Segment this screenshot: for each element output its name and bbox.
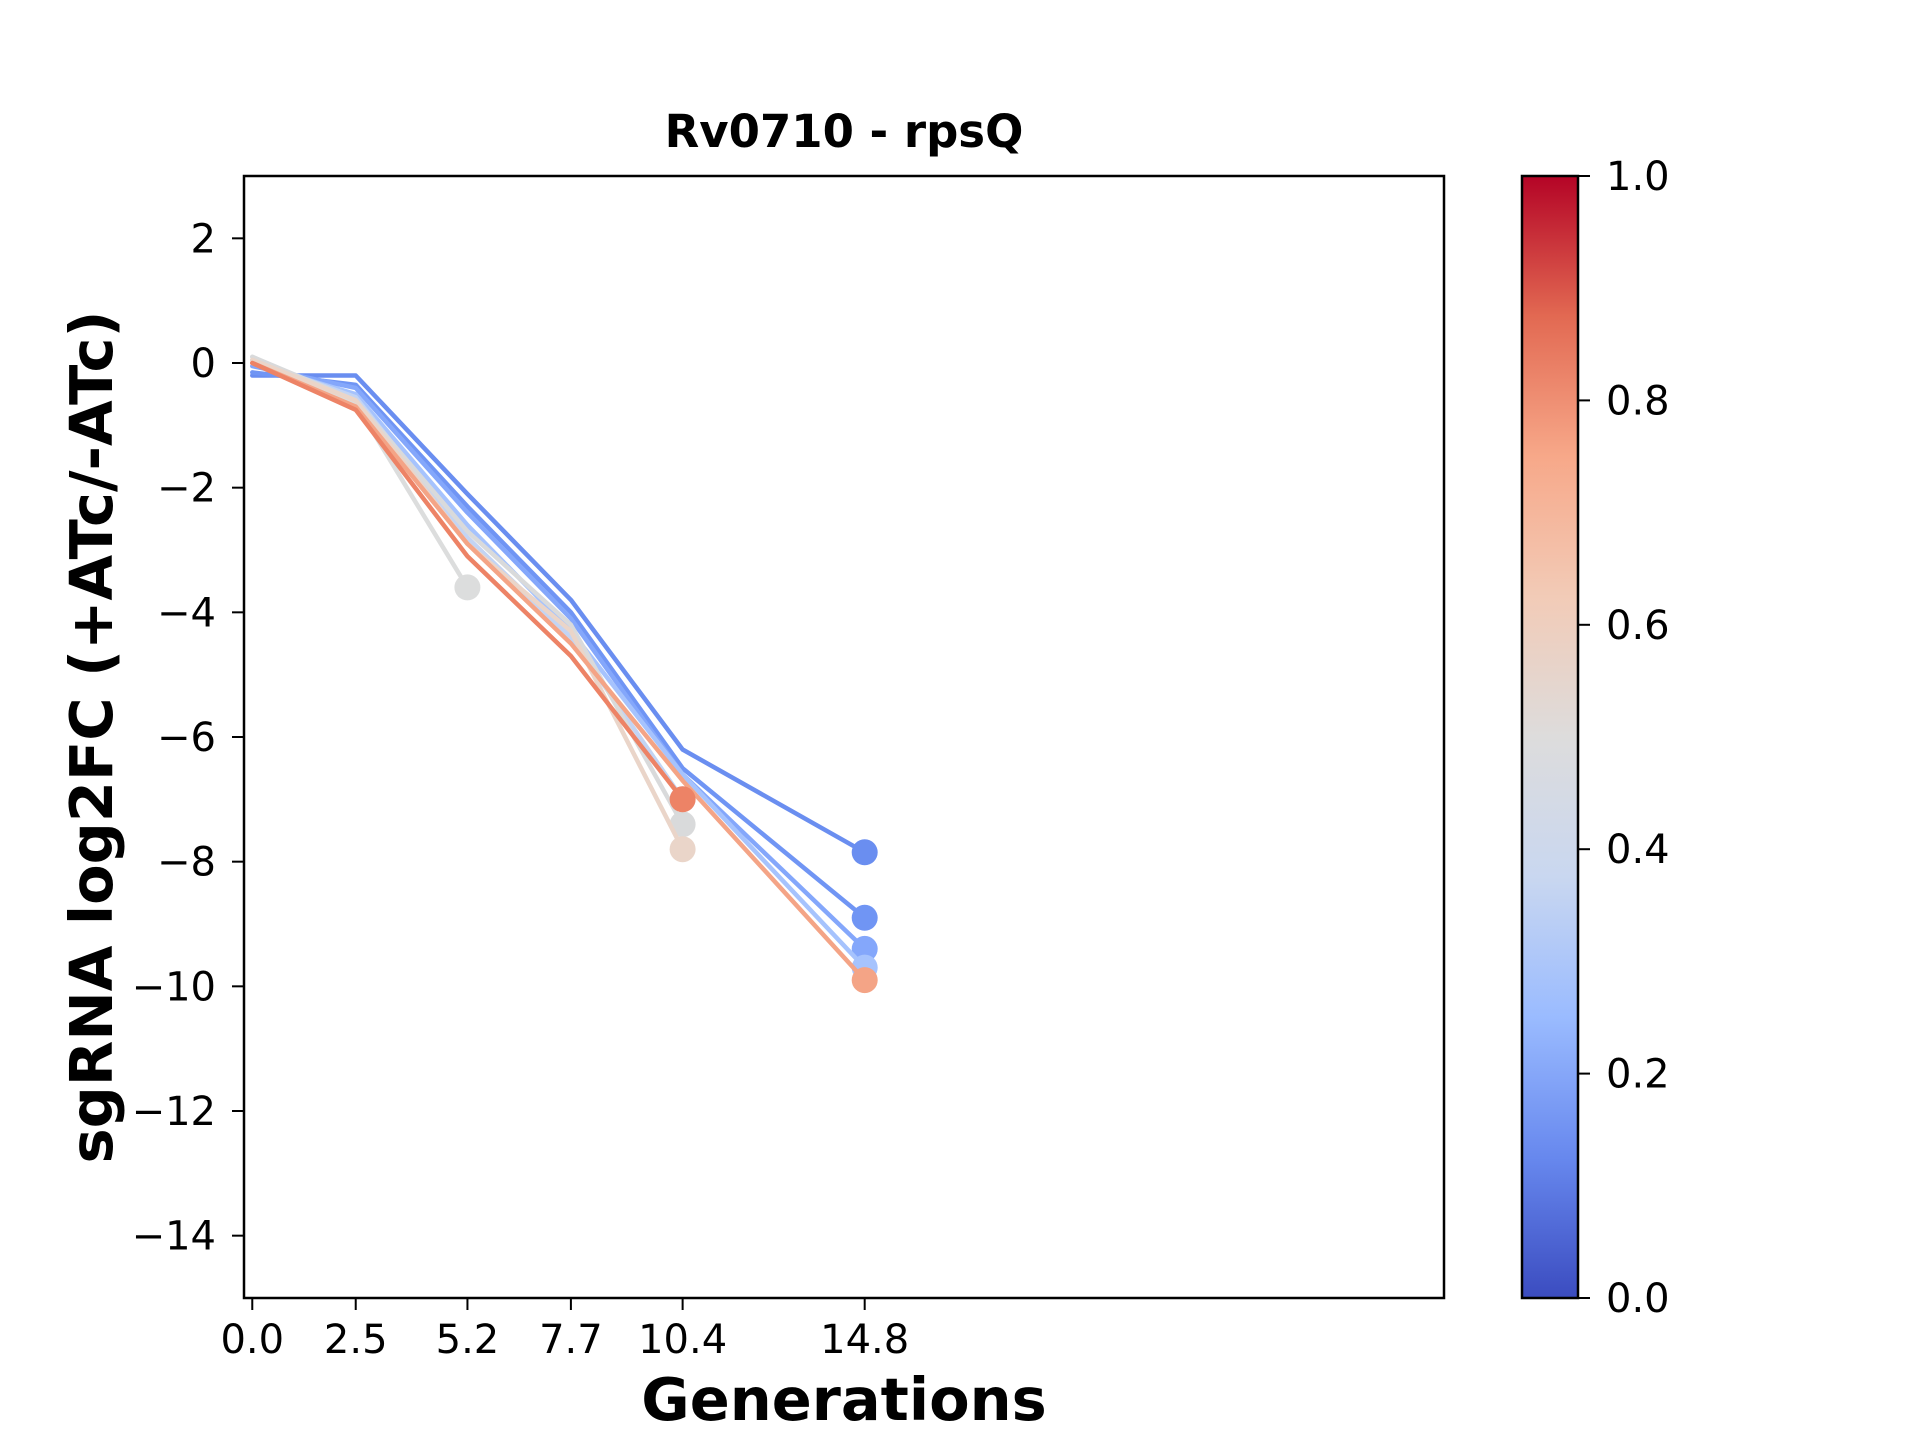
series-8: [250, 360, 878, 994]
colorbar-tick-label: 1.0: [1606, 154, 1670, 200]
plot-area: [242, 174, 1446, 1300]
series-endpoint: [454, 574, 481, 601]
colorbar-tick-label: 0.2: [1606, 1052, 1670, 1098]
x-axis-title: Generations: [641, 1365, 1046, 1434]
y-tick-label: −4: [157, 590, 216, 636]
y-tick-label: 0: [191, 341, 216, 387]
series-endpoint: [851, 839, 878, 866]
colorbar-ticks: 0.0 0.2 0.4 0.6 0.8 1.0: [1578, 154, 1670, 1322]
series-endpoint: [851, 967, 878, 994]
series-line: [250, 360, 867, 983]
y-tick-label: −10: [132, 964, 216, 1010]
colorbar-tick-label: 0.8: [1606, 378, 1670, 424]
series-9: [250, 360, 696, 813]
colorbar-tick-label: 0.0: [1606, 1276, 1670, 1322]
y-tick-label: −2: [157, 466, 216, 512]
chart-title: Rv0710 - rpsQ: [665, 105, 1024, 158]
colorbar-gradient: [1522, 176, 1578, 1298]
x-tick-label: 14.8: [820, 1317, 909, 1363]
series-line: [250, 360, 685, 802]
colorbar-tick-label: 0.4: [1606, 827, 1670, 873]
series-endpoint: [851, 935, 878, 962]
series-layer: [250, 354, 878, 994]
x-tick-label: 10.4: [638, 1317, 727, 1363]
y-tick-label: 2: [191, 216, 216, 262]
y-tick-label: −8: [157, 840, 216, 886]
colorbar-frame: [1520, 174, 1580, 1300]
y-tick-label: −12: [132, 1089, 216, 1135]
y-tick-label: −6: [157, 715, 216, 761]
y-axis-title: sgRNA log2FC (+ATc/-ATc): [57, 311, 126, 1164]
y-axis: 2 0 −2 −4 −6 −8 −10 −12 −14: [132, 216, 244, 1260]
series-endpoint: [851, 904, 878, 931]
colorbar: 0.0 0.2 0.4 0.6 0.8 1.0: [1520, 154, 1670, 1322]
y-tick-label: −14: [132, 1214, 216, 1260]
series-line: [250, 373, 867, 855]
x-tick-label: 7.7: [539, 1317, 603, 1363]
plot-background: [244, 176, 1444, 1298]
series-0: [250, 373, 878, 866]
x-tick-label: 5.2: [436, 1317, 500, 1363]
series-endpoint: [669, 811, 696, 838]
x-axis: 0.0 2.5 5.2 7.7 10.4 14.8: [220, 1298, 909, 1363]
x-tick-label: 2.5: [324, 1317, 388, 1363]
series-endpoint: [669, 836, 696, 863]
x-tick-label: 0.0: [220, 1317, 284, 1363]
series-endpoint: [669, 786, 696, 813]
colorbar-tick-label: 0.6: [1606, 603, 1670, 649]
